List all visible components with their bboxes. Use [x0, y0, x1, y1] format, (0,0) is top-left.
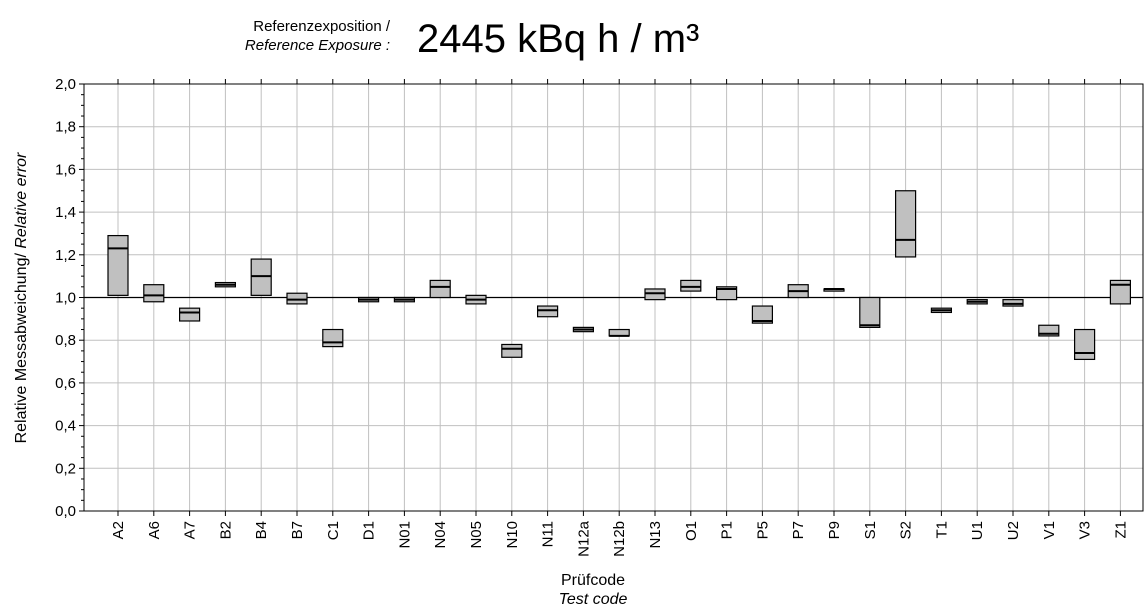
- box-O1: [680, 279, 702, 292]
- reference-label-en: Reference Exposure :: [245, 37, 390, 54]
- box-B4: [250, 258, 272, 296]
- y-tick-label: 1,8: [55, 119, 76, 136]
- x-axis-title-de: Prüfcode: [561, 572, 625, 589]
- x-tick-label: N01: [396, 521, 413, 549]
- x-tick-label: N13: [647, 521, 664, 549]
- x-tick-label: U2: [1005, 521, 1022, 540]
- box-B7: [286, 292, 308, 305]
- x-tick-label: A6: [146, 521, 163, 539]
- x-tick-label: C1: [325, 521, 342, 540]
- y-tick-label: 0,8: [55, 332, 76, 349]
- x-tick-label: P1: [719, 521, 736, 539]
- x-tick-label: B2: [217, 521, 234, 539]
- x-tick-label: N05: [468, 521, 485, 549]
- x-tick-label: N12a: [575, 520, 592, 557]
- x-tick-label: B4: [253, 521, 270, 539]
- boxes: [107, 190, 1132, 361]
- box-S2: [894, 190, 917, 258]
- x-tick-label: O1: [683, 521, 700, 541]
- x-tick-label: N11: [540, 521, 557, 547]
- box-U2: [1002, 299, 1024, 307]
- y-tick-label: 0,0: [55, 503, 76, 520]
- x-axis-ticks: A2 A6 A7 B2 B4 B7 C1 D1 N01 N04 N05 N10 N11 N12a N12b N…: [110, 79, 1129, 557]
- box-C1: [322, 328, 344, 348]
- y-axis-ticks: 0,0 0,2 0,4 0,6 0,8 1,0 1,2 1,4 1,6 1,8 2,0: [55, 76, 84, 520]
- box-V3: [1073, 328, 1096, 361]
- x-tick-label: P7: [790, 521, 807, 539]
- box-P5: [751, 305, 774, 324]
- box-N10: [501, 343, 523, 358]
- y-tick-label: 1,0: [55, 290, 76, 307]
- y-tick-label: 1,2: [55, 247, 76, 264]
- box-N13: [644, 288, 666, 301]
- box-S1: [859, 296, 881, 328]
- x-tick-label: T1: [933, 521, 950, 539]
- box-N04: [429, 279, 451, 299]
- y-axis-title-de: Relative Messabweichung/: [13, 249, 30, 444]
- y-axis-title-en: Relative error: [13, 152, 30, 249]
- x-tick-label: N12b: [611, 521, 628, 557]
- x-axis-title-en: Test code: [559, 591, 628, 608]
- reference-label-de: Referenzexposition /: [253, 18, 391, 35]
- box-P1: [715, 286, 738, 301]
- y-axis-title: Relative Messabweichung/ Relative error: [13, 152, 30, 443]
- x-tick-label: N10: [504, 521, 521, 549]
- reference-exposure-value: 2445 kBq h / m³: [417, 17, 699, 61]
- y-tick-label: 2,0: [55, 76, 76, 93]
- x-tick-label: P9: [826, 521, 843, 539]
- box-A7: [179, 307, 201, 322]
- x-tick-label: P5: [754, 521, 771, 539]
- x-tick-label: V3: [1077, 521, 1094, 539]
- box-V1: [1038, 324, 1060, 337]
- x-tick-label: A7: [182, 521, 199, 539]
- box-A6: [143, 284, 165, 303]
- x-tick-label: S2: [898, 521, 915, 539]
- y-tick-label: 1,6: [55, 161, 76, 178]
- y-tick-label: 0,6: [55, 375, 76, 392]
- x-tick-label: A2: [110, 521, 127, 539]
- y-tick-label: 0,4: [55, 418, 76, 435]
- x-tick-label: N04: [432, 521, 449, 549]
- y-tick-label: 0,2: [55, 460, 76, 477]
- x-tick-label: D1: [361, 521, 378, 540]
- box-Z1: [1109, 279, 1132, 305]
- x-tick-label: U1: [969, 521, 986, 540]
- x-tick-label: S1: [862, 521, 879, 539]
- box-A2: [107, 234, 129, 296]
- box-N11: [536, 305, 559, 318]
- x-tick-label: B7: [289, 521, 306, 539]
- x-tick-label: V1: [1041, 521, 1058, 539]
- x-tick-label: Z1: [1112, 521, 1129, 539]
- y-tick-label: 1,4: [55, 204, 76, 221]
